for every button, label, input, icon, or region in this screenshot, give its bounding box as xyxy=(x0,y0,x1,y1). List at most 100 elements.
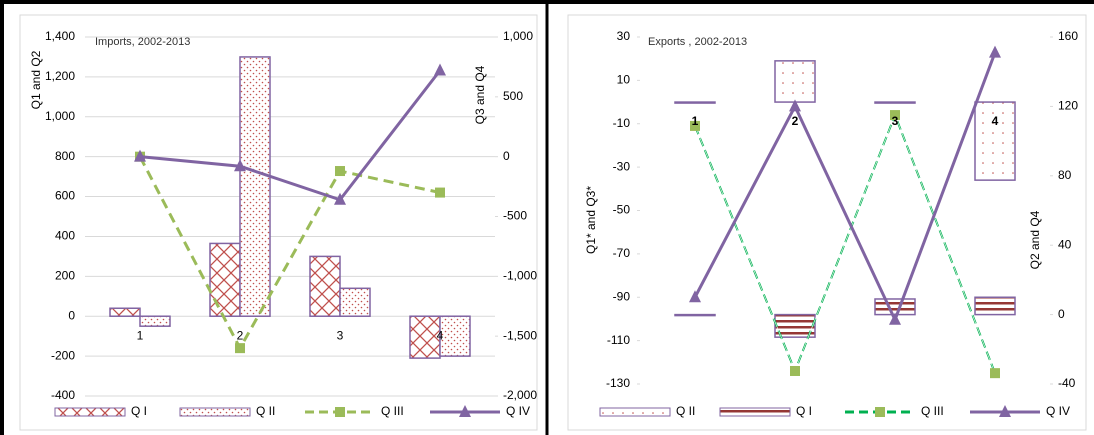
y-tick-label: 1,400 xyxy=(45,29,75,43)
bar xyxy=(309,255,341,317)
y-tick-label: -110 xyxy=(607,333,630,347)
x-tick-label: 4 xyxy=(437,328,444,342)
marker xyxy=(235,343,245,354)
x-tick-label: 3 xyxy=(892,114,899,128)
legend-swatch xyxy=(875,407,885,417)
chart-frame xyxy=(19,14,538,431)
y-tick-label: 400 xyxy=(55,229,75,243)
x-tick-label: 2 xyxy=(792,114,799,128)
line xyxy=(138,155,441,352)
marker xyxy=(435,187,445,198)
y2-axis-label: Q3 and Q4 xyxy=(473,65,487,124)
line xyxy=(694,114,996,374)
legend-swatch xyxy=(459,405,471,417)
bar xyxy=(674,313,716,317)
y-tick-label: -70 xyxy=(613,246,631,260)
y2-tick-label: 500 xyxy=(503,89,523,103)
y-tick-label: -130 xyxy=(606,376,630,390)
x-tick-label: 2 xyxy=(237,328,244,342)
bar xyxy=(139,315,171,327)
y-tick-label: 0 xyxy=(68,308,75,322)
y-tick-label: -200 xyxy=(51,348,75,362)
y-tick-label: -30 xyxy=(613,159,631,173)
y2-tick-label: 0 xyxy=(1058,307,1065,321)
marker xyxy=(335,166,345,177)
x-tick-label: 3 xyxy=(337,328,344,342)
y2-tick-label: 160 xyxy=(1058,29,1078,43)
y2-tick-label: -40 xyxy=(1058,376,1076,390)
bar xyxy=(774,60,816,103)
x-tick-label: 4 xyxy=(992,114,999,128)
legend-label: Q II xyxy=(256,404,275,418)
chart-frame xyxy=(567,14,1087,431)
marker xyxy=(234,159,246,172)
bar xyxy=(974,296,1016,316)
marker xyxy=(989,45,1001,58)
marker xyxy=(789,99,801,112)
y2-tick-label: -1,500 xyxy=(503,328,537,342)
legend-swatch xyxy=(719,407,791,417)
marker xyxy=(434,63,446,76)
y2-tick-label: 0 xyxy=(503,149,510,163)
legend-label: Q I xyxy=(131,404,147,418)
y2-tick-label: 1,000 xyxy=(503,29,533,43)
marker xyxy=(990,368,1000,379)
marker xyxy=(334,192,346,205)
bar xyxy=(439,315,471,357)
chart-title: Imports, 2002-2013 xyxy=(95,36,190,48)
bar xyxy=(209,242,241,317)
x-tick-label: 1 xyxy=(137,328,144,342)
bar xyxy=(874,298,916,316)
y-tick-label: 600 xyxy=(55,189,75,203)
y-tick-label: 200 xyxy=(55,269,75,283)
line xyxy=(139,69,442,202)
y2-tick-label: 40 xyxy=(1058,237,1072,251)
bar xyxy=(109,307,141,317)
y2-tick-label: -2,000 xyxy=(503,388,537,402)
y-tick-label: -400 xyxy=(51,388,75,402)
y-axis-label: Q1 and Q2 xyxy=(29,50,43,109)
y-tick-label: 10 xyxy=(617,73,631,87)
legend-swatch xyxy=(179,407,251,417)
legend-swatch xyxy=(599,407,671,417)
marker xyxy=(689,290,701,303)
line xyxy=(693,52,997,324)
y-tick-label: 800 xyxy=(55,149,75,163)
marker xyxy=(134,149,146,162)
y-tick-label: -50 xyxy=(613,203,631,217)
y-tick-label: 1,200 xyxy=(45,69,75,83)
bar xyxy=(974,101,1016,181)
bar xyxy=(409,315,441,359)
legend-label: Q III xyxy=(921,404,944,418)
chart-title: Exports , 2002-2013 xyxy=(648,36,747,48)
y-tick-label: 30 xyxy=(617,29,631,43)
marker xyxy=(890,110,900,121)
bar xyxy=(674,101,716,104)
legend-label: Q IV xyxy=(1046,404,1070,418)
y2-tick-label: 120 xyxy=(1058,99,1078,113)
y-tick-label: 1,000 xyxy=(45,109,75,123)
legend-swatch xyxy=(54,407,126,417)
y2-tick-label: -1,000 xyxy=(503,269,537,283)
legend-label: Q IV xyxy=(506,404,530,418)
y2-tick-label: -500 xyxy=(503,209,527,223)
legend-swatch xyxy=(335,407,345,417)
legend-label: Q I xyxy=(796,404,812,418)
y2-tick-label: 80 xyxy=(1058,168,1072,182)
y-axis-label: Q1* and Q3* xyxy=(584,186,598,254)
legend-swatch xyxy=(999,405,1011,417)
y2-axis-label: Q2 and Q4 xyxy=(1028,210,1042,269)
legend-label: Q III xyxy=(381,404,404,418)
marker xyxy=(889,312,901,325)
y-tick-label: -10 xyxy=(613,116,631,130)
legend-label: Q II xyxy=(676,404,695,418)
y-tick-label: -90 xyxy=(613,289,631,303)
bar xyxy=(874,101,916,104)
marker xyxy=(790,365,800,376)
bar xyxy=(239,56,271,317)
x-tick-label: 1 xyxy=(692,114,699,128)
marker xyxy=(690,120,700,131)
bar xyxy=(774,313,816,338)
bar xyxy=(339,287,371,317)
